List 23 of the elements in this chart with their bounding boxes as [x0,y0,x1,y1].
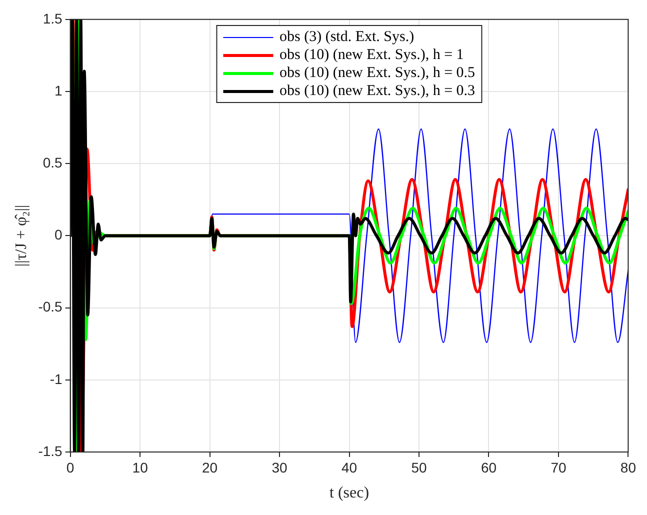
legend-label: obs (10) (new Ext. Sys.), h = 0.3 [280,82,476,100]
y-tick-label: -0.5 [38,298,63,315]
line-series [209,128,628,344]
y-tick-label: -1.5 [38,442,63,459]
y-tick-label: 1 [54,82,63,98]
y-tick-label: 0 [54,226,63,243]
x-tick-label: 30 [272,459,288,476]
x-tick-label: 50 [411,459,427,476]
x-tick-label: 70 [550,459,566,476]
y-tick-label: 0.5 [42,154,63,170]
y-axis-title: ||τ/J + φ̂₂|| [12,204,30,267]
x-tick-label: 20 [202,459,218,476]
y-tick-label: -1 [50,370,63,387]
x-tick-label: 40 [341,459,358,476]
legend-label: obs (10) (new Ext. Sys.), h = 1 [280,46,464,64]
legend-label: obs (10) (new Ext. Sys.), h = 0.5 [280,64,476,82]
x-tick-label: 60 [480,459,497,476]
x-tick-label: 10 [132,459,148,476]
x-axis-title: t (sec) [330,484,370,502]
y-tick-label: 1.5 [42,10,63,26]
x-tick-label: 80 [620,459,636,476]
x-tick-label: 0 [66,459,74,476]
legend-label: obs (3) (std. Ext. Sys.) [280,28,414,46]
